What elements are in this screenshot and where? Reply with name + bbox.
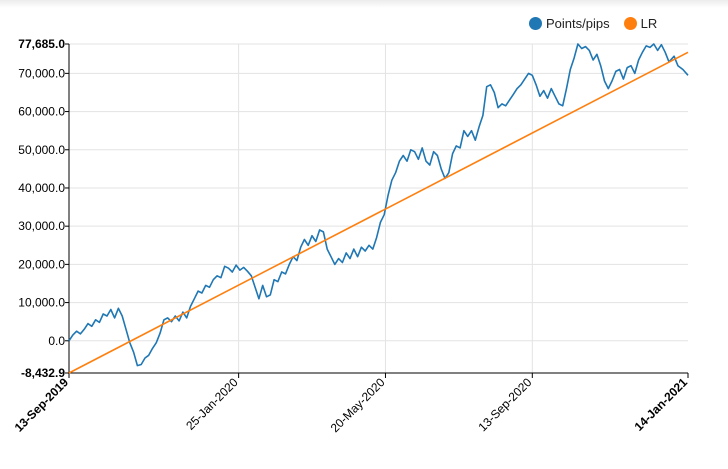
legend-label-points-pips: Points/pips (546, 16, 610, 31)
legend-label-lr: LR (640, 16, 658, 31)
x-tick-labels: 13-Sep-2019 25-Jan-2020 20-May-2020 13-Sep-… (12, 375, 691, 435)
series-points-pips-line (68, 43, 689, 367)
y-tick-label: 0.0 (48, 334, 65, 348)
axes (65, 43, 689, 378)
y-tick-label: 40,000.0 (18, 181, 65, 195)
x-tick-label: 13-Sep-2020 (475, 375, 534, 434)
legend-swatch-lr (623, 17, 637, 30)
y-tick-label: 10,000.0 (18, 296, 65, 310)
x-tick-label: 20-May-2020 (328, 375, 388, 435)
y-tick-label: 20,000.0 (18, 257, 65, 271)
y-tick-label: 50,000.0 (18, 143, 65, 157)
top-shadow (0, 0, 728, 8)
x-tick-label: 14-Jan-2021 (632, 375, 691, 434)
y-tick-label: 30,000.0 (18, 219, 65, 233)
x-tick-label: 25-Jan-2020 (183, 375, 241, 433)
y-tick-label: -8,432.9 (21, 366, 65, 380)
y-tick-label: 70,000.0 (18, 66, 65, 80)
legend-item-points-pips[interactable]: Points/pips (529, 16, 610, 31)
y-tick-labels: 77,685.0 70,000.0 60,000.0 50,000.0 40,000.0… (18, 37, 65, 380)
y-tick-label: 60,000.0 (18, 105, 65, 119)
legend-swatch-points-pips (529, 17, 542, 30)
x-tick-label: 13-Sep-2019 (12, 375, 72, 435)
legend: Points/pips LR (529, 16, 657, 31)
gridlines (69, 43, 688, 374)
series-lines (68, 43, 689, 374)
series-lr-line (68, 51, 689, 374)
legend-item-lr[interactable]: LR (623, 16, 658, 31)
y-tick-label: 77,685.0 (18, 37, 65, 51)
